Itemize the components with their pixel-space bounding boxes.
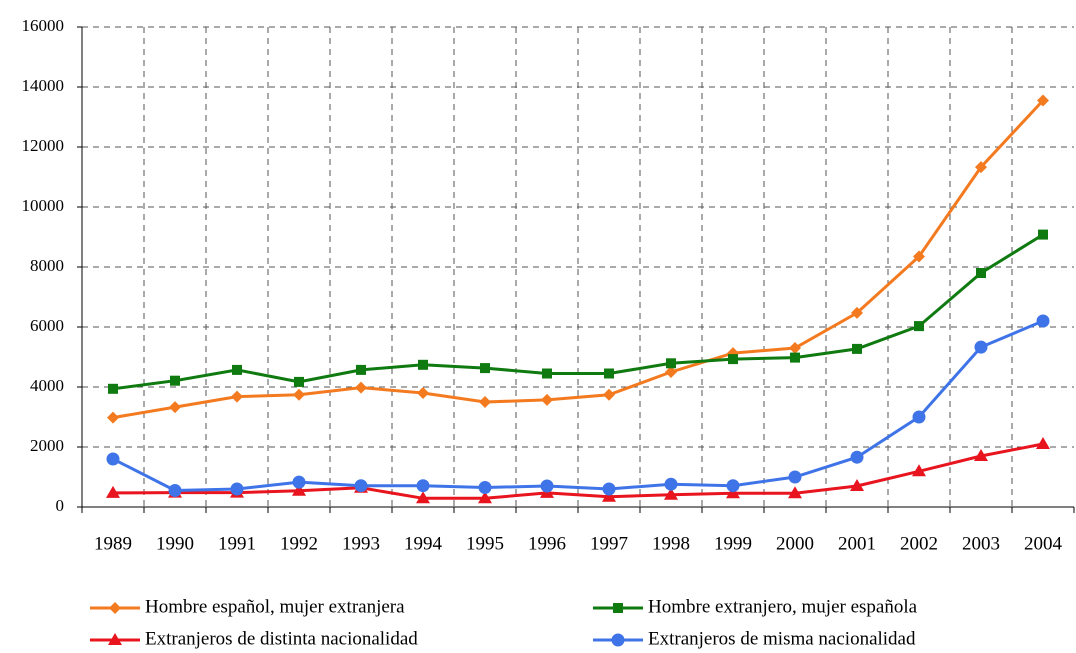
data-point — [788, 470, 802, 484]
data-point — [851, 306, 863, 319]
data-point — [602, 489, 616, 502]
data-point — [416, 479, 430, 493]
y-tick-label: 4000 — [30, 376, 64, 395]
x-tick-label: 1997 — [590, 533, 628, 554]
data-point — [294, 376, 304, 387]
data-point — [540, 479, 554, 493]
data-point — [914, 321, 924, 332]
data-point — [974, 449, 988, 461]
data-point — [976, 268, 986, 278]
data-point — [356, 364, 366, 375]
data-point — [542, 368, 552, 379]
x-tick-label: 2004 — [1024, 533, 1063, 554]
legend-label: Hombre extranjero, mujer española — [648, 596, 918, 617]
data-point — [231, 390, 243, 403]
x-tick-label: 2003 — [962, 533, 1000, 554]
series-line — [112, 233, 1044, 391]
y-tick-label: 8000 — [30, 256, 64, 275]
data-point — [665, 366, 677, 378]
data-point — [850, 450, 864, 464]
data-point — [1036, 314, 1050, 328]
y-tick-label: 16000 — [22, 16, 65, 35]
data-point — [913, 250, 925, 263]
data-point — [232, 364, 242, 375]
x-tick-label: 2000 — [776, 533, 814, 554]
data-point — [974, 340, 988, 354]
x-tick-label: 1989 — [94, 533, 132, 554]
x-tick-label: 1995 — [466, 533, 504, 554]
y-tick-label: 2000 — [30, 436, 64, 455]
x-tick-label: 2002 — [900, 533, 938, 554]
y-tick-label: 14000 — [22, 76, 65, 95]
x-tick-label: 1993 — [342, 533, 380, 554]
data-point — [108, 383, 118, 394]
data-point — [478, 491, 492, 504]
x-tick-label: 1990 — [156, 533, 194, 554]
data-point — [230, 482, 244, 496]
x-tick-label: 1998 — [652, 533, 690, 554]
data-point — [170, 375, 180, 386]
data-point — [169, 401, 181, 414]
data-point — [728, 354, 738, 365]
legend-marker — [108, 633, 122, 645]
data-point — [790, 352, 800, 363]
series-line — [112, 99, 1045, 420]
data-point — [292, 475, 306, 489]
x-tick-label: 2001 — [838, 533, 876, 554]
data-point — [603, 388, 615, 401]
data-point — [106, 452, 120, 466]
x-tick-label: 1992 — [280, 533, 318, 554]
data-point — [478, 481, 492, 494]
data-point — [604, 368, 614, 379]
data-point — [1037, 94, 1049, 107]
legend-label: Extranjeros de distinta nacionalidad — [145, 628, 418, 649]
data-point — [416, 491, 430, 504]
data-point — [168, 484, 182, 497]
data-point — [726, 479, 740, 493]
legend-label: Hombre español, mujer extranjera — [145, 596, 405, 617]
data-point — [602, 482, 616, 496]
data-point — [850, 479, 864, 491]
series-line — [112, 442, 1044, 500]
data-point — [852, 343, 862, 354]
data-point — [354, 479, 368, 493]
data-point — [664, 477, 678, 491]
data-point — [975, 161, 987, 174]
data-point — [1038, 229, 1048, 240]
data-point — [292, 483, 306, 496]
legend-marker — [613, 603, 623, 613]
data-point — [912, 410, 926, 424]
data-point — [293, 388, 305, 401]
data-point — [788, 486, 802, 499]
data-point — [912, 464, 926, 477]
data-point — [417, 387, 429, 399]
y-tick-label: 0 — [56, 496, 65, 515]
x-tick-label: 1994 — [404, 533, 443, 554]
data-point — [541, 393, 553, 406]
data-point — [355, 381, 367, 394]
data-point — [664, 487, 678, 500]
data-point — [107, 411, 119, 424]
legend-marker — [611, 633, 625, 647]
y-tick-label: 6000 — [30, 316, 64, 335]
y-tick-label: 12000 — [22, 136, 65, 155]
data-point — [666, 358, 676, 369]
series-line — [112, 319, 1044, 493]
x-tick-label: 1996 — [528, 533, 566, 554]
data-point — [479, 396, 491, 408]
y-tick-label: 10000 — [22, 196, 65, 215]
data-point — [789, 342, 801, 354]
data-point — [418, 359, 428, 370]
data-point — [1036, 437, 1050, 449]
data-point — [106, 485, 120, 498]
legend-marker — [109, 602, 121, 614]
x-tick-label: 1991 — [218, 533, 256, 554]
legend-label: Extranjeros de misma nacionalidad — [648, 628, 916, 649]
x-tick-label: 1999 — [714, 533, 752, 554]
data-point — [480, 363, 490, 374]
